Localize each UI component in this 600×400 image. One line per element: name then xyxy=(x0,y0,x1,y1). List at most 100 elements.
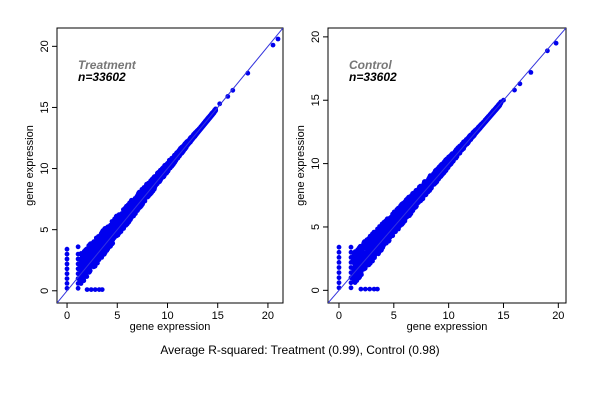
panel-title: Treatment xyxy=(78,58,137,72)
density-point xyxy=(383,219,388,225)
density-point xyxy=(386,238,392,243)
data-point xyxy=(484,115,490,121)
density-point xyxy=(128,200,134,206)
density-point xyxy=(115,214,120,220)
data-point xyxy=(348,244,354,250)
data-point xyxy=(336,280,342,286)
plot-area xyxy=(328,28,566,303)
density-point xyxy=(381,225,386,231)
data-point xyxy=(64,271,70,277)
data-point xyxy=(336,244,342,250)
x-tick-label: 15 xyxy=(212,310,224,322)
data-point xyxy=(348,285,354,291)
x-tick-label: 20 xyxy=(552,310,564,322)
density-point xyxy=(132,196,138,201)
density-point xyxy=(86,269,92,275)
x-tick-label: 5 xyxy=(391,310,397,322)
data-point xyxy=(99,287,105,292)
data-point xyxy=(75,281,81,286)
data-point xyxy=(64,276,70,281)
data-point xyxy=(348,270,354,275)
data-point xyxy=(225,94,231,99)
plot-area xyxy=(57,28,283,303)
data-point xyxy=(75,266,81,272)
data-point xyxy=(348,265,354,270)
density-point xyxy=(355,252,361,258)
data-point xyxy=(336,260,342,265)
data-point xyxy=(217,101,223,107)
density-point xyxy=(372,229,378,235)
data-point xyxy=(75,244,81,250)
data-point xyxy=(348,260,354,265)
x-tick-label: 10 xyxy=(443,310,455,322)
y-axis-label: gene expression xyxy=(24,125,36,206)
y-tick-label: 5 xyxy=(39,227,51,233)
data-point xyxy=(348,249,354,255)
data-point xyxy=(75,276,81,281)
data-point xyxy=(84,287,90,292)
data-point xyxy=(336,249,342,255)
density-point xyxy=(365,239,371,245)
x-tick-label: 0 xyxy=(64,310,70,322)
x-tick-label: 20 xyxy=(262,310,274,322)
density-point xyxy=(352,258,358,264)
data-point xyxy=(362,286,368,292)
data-point xyxy=(348,280,354,286)
data-point xyxy=(64,251,70,257)
data-point xyxy=(358,286,364,292)
data-point xyxy=(375,286,380,292)
density-point xyxy=(361,245,366,250)
data-point xyxy=(553,40,559,46)
x-tick-label: 10 xyxy=(161,310,173,322)
data-point xyxy=(64,256,70,262)
data-point xyxy=(230,87,236,93)
plot-frame xyxy=(56,27,284,304)
density-point xyxy=(122,209,128,215)
density-point xyxy=(428,174,433,180)
density-point xyxy=(368,257,374,263)
x-tick-label: 0 xyxy=(336,310,342,322)
y-tick-label: 20 xyxy=(310,31,322,43)
data-point xyxy=(336,265,342,270)
y-tick-label: 15 xyxy=(310,94,322,106)
density-point xyxy=(118,211,124,217)
density-point xyxy=(354,263,360,269)
data-point xyxy=(275,36,281,42)
y-tick-label: 0 xyxy=(310,287,322,293)
data-point xyxy=(473,128,479,134)
data-point xyxy=(367,286,373,292)
y-axis-label: gene expression xyxy=(295,125,307,206)
data-point xyxy=(545,48,550,54)
x-axis-label: gene expression xyxy=(130,321,211,333)
treatment-panel: 0 5 10 15 20 0 5 10 15 20 gene expression gene expr… xyxy=(24,27,284,333)
density-point xyxy=(109,224,115,230)
y-tick-label: 20 xyxy=(39,40,51,52)
data-point xyxy=(64,281,70,286)
density-point xyxy=(84,254,90,260)
density-point xyxy=(106,226,111,232)
density-point xyxy=(357,269,363,274)
data-point xyxy=(88,287,94,292)
x-tick-label: 15 xyxy=(497,310,509,322)
data-point xyxy=(336,255,342,260)
y-tick-label: 10 xyxy=(310,157,322,169)
data-point xyxy=(371,286,377,292)
density-point xyxy=(375,235,381,241)
data-point xyxy=(75,271,81,277)
panel-title: Control xyxy=(349,58,392,72)
data-point xyxy=(92,287,98,292)
density-point xyxy=(378,230,384,236)
control-panel: 0 5 10 15 20 0 5 10 15 20 gene expression gene expr… xyxy=(295,27,567,333)
density-point xyxy=(410,191,416,196)
density-point xyxy=(357,248,363,254)
data-point xyxy=(270,42,276,48)
data-point xyxy=(75,251,81,257)
data-point xyxy=(64,246,70,252)
data-point xyxy=(64,266,70,272)
data-point xyxy=(75,261,81,267)
density-point xyxy=(367,233,373,239)
density-point xyxy=(97,234,102,240)
reference-line xyxy=(57,28,283,303)
r-squared-caption: Average R-squared: Treatment (0.99), Con… xyxy=(160,343,440,357)
reference-line xyxy=(328,28,566,303)
